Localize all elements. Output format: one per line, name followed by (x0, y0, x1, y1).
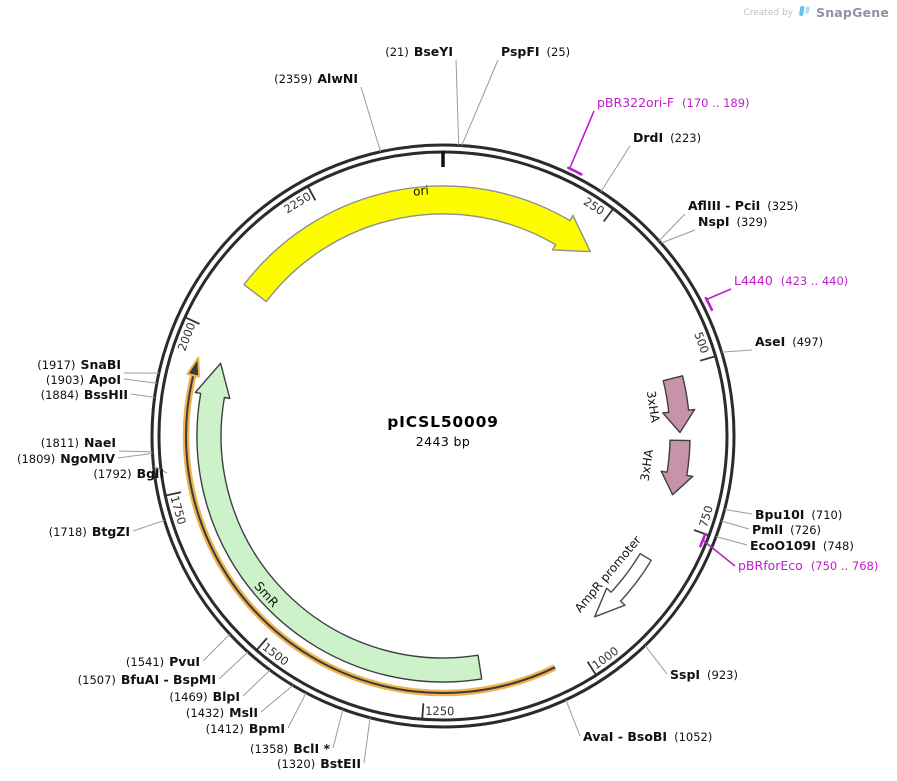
enzyme-label: (1469) BlpI (169, 689, 240, 704)
leader-line (360, 86, 382, 152)
enzyme-label: PspFI (25) (501, 44, 570, 59)
primer-site-mark (567, 166, 583, 176)
snapgene-credit: Created by SnapGene (743, 5, 889, 20)
enzyme-label: (1358) BclI * (250, 741, 330, 756)
primer-label: pBRforEco (750 .. 768) (738, 558, 878, 573)
leader-line (287, 692, 307, 729)
leader-line (132, 519, 165, 532)
plasmid-name: pICSL50009 (387, 413, 499, 431)
gene-arc-arrowhead (186, 356, 201, 378)
enzyme-label: (21) BseYI (385, 44, 453, 59)
leader-line (242, 669, 271, 697)
feature-label: 3xHA (644, 390, 662, 424)
smr-arrow (194, 362, 483, 683)
enzyme-label: (1811) NaeI (41, 435, 116, 450)
leader-line (565, 699, 581, 737)
leader-line (715, 536, 748, 546)
enzyme-label: PmlI (726) (752, 522, 821, 537)
primer-site-mark (704, 296, 714, 311)
leader-line (724, 509, 753, 515)
enzyme-label: EcoO109I (748) (750, 538, 854, 553)
feature-label: ori (412, 183, 429, 198)
enzyme-label: (1917) SnaBI (37, 357, 121, 372)
enzyme-label: AseI (497) (755, 334, 823, 349)
primer-leader-line (568, 110, 595, 169)
enzyme-label: NspI (329) (698, 214, 767, 229)
tick-label: 1250 (425, 704, 454, 718)
plasmid-title-block: pICSL50009 2443 bp (318, 413, 568, 449)
tick-mark (421, 703, 425, 719)
leader-line (721, 349, 753, 353)
enzyme-label: (1792) BglI (93, 466, 164, 481)
leader-line (658, 213, 686, 242)
leader-line (721, 520, 750, 530)
ori-arrow (243, 185, 591, 303)
enzyme-label: (1320) BstEII (277, 756, 361, 771)
leader-line (332, 709, 344, 749)
tick-label: 750 (696, 504, 716, 529)
leader-line (644, 645, 668, 675)
enzyme-label: SspI (923) (670, 667, 738, 682)
tick-mark (307, 186, 317, 201)
enzyme-label: (1412) BpmI (206, 721, 285, 736)
tick-mark (699, 355, 715, 362)
enzyme-label: (1718) BtgZI (49, 524, 130, 539)
leader-line (600, 145, 631, 192)
leader-line (123, 378, 157, 384)
credit-prefix: Created by (743, 7, 793, 18)
tick-mark (602, 208, 614, 223)
tick-mark (166, 491, 182, 497)
primer-leader-line (702, 539, 736, 567)
tick-label: 2000 (175, 320, 199, 352)
tick-label: 250 (581, 194, 607, 218)
enzyme-label: (1884) BssHII (41, 387, 128, 402)
leader-line (461, 59, 499, 146)
primer-leader-line (706, 288, 732, 301)
enzyme-label: (1541) PvuI (126, 654, 200, 669)
leader-line (130, 393, 155, 398)
feature-label: 3xHA (638, 448, 656, 482)
enzyme-label: (1507) BfuAI - BspMI (78, 672, 216, 687)
leader-line (660, 229, 696, 244)
tick-mark (256, 637, 268, 651)
gene-arc (185, 375, 556, 695)
3xha-arrow (662, 375, 696, 434)
enzyme-label: (2359) AlwNI (274, 71, 358, 86)
leader-line (117, 452, 153, 459)
plasmid-size: 2443 bp (415, 434, 471, 449)
3xha-arrow (660, 439, 694, 496)
enzyme-label: DrdI (223) (633, 130, 701, 145)
leader-line (153, 465, 168, 474)
snapgene-logo-icon (799, 5, 810, 17)
leader-line (455, 59, 460, 146)
enzyme-label: (1903) ApoI (46, 372, 121, 387)
primer-label: pBR322ori-F (170 .. 189) (597, 95, 750, 110)
enzyme-label: (1809) NgoMIV (17, 451, 115, 466)
enzyme-label: AflIII - PciI (325) (688, 198, 798, 213)
tick-mark (586, 661, 597, 675)
leader-line (363, 717, 371, 764)
backbone-outer-ring (150, 143, 736, 729)
enzyme-label: (1432) MslI (186, 705, 258, 720)
enzyme-label: AvaI - BsoBI (1052) (583, 729, 712, 744)
ampr-promoter-arrow (594, 552, 652, 618)
tick-mark (185, 316, 200, 325)
leader-line (218, 651, 249, 680)
leader-line (118, 450, 153, 453)
credit-brand: SnapGene (816, 5, 889, 20)
enzyme-label: Bpu10I (710) (755, 507, 842, 522)
leader-line (260, 685, 294, 713)
primer-site-mark (699, 532, 707, 548)
leader-line (202, 633, 231, 662)
primer-label: L4440 (423 .. 440) (734, 273, 848, 288)
